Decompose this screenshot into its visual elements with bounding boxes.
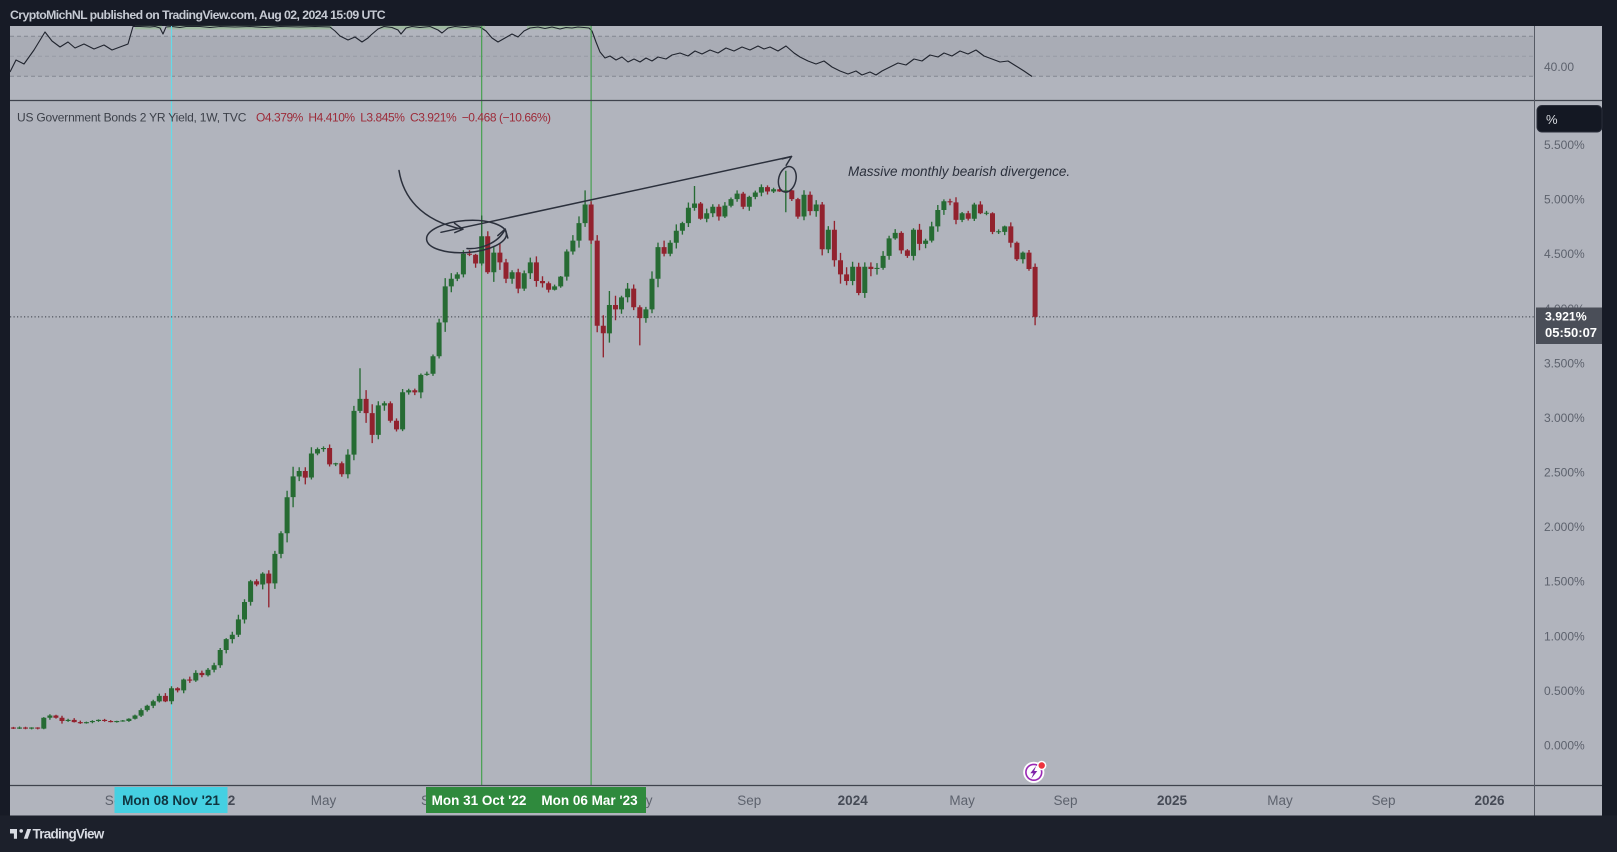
svg-text:0.000%: 0.000% [1544,739,1585,753]
svg-text:2024: 2024 [838,793,869,808]
svg-text:4.500%: 4.500% [1544,247,1585,261]
svg-text:0.500%: 0.500% [1544,684,1585,698]
svg-text:US Government Bonds 2 YR Yield: US Government Bonds 2 YR Yield, 1W, TVC [17,111,247,125]
svg-text:Sep: Sep [737,793,761,808]
svg-text:1.500%: 1.500% [1544,575,1585,589]
svg-text:%: % [1546,112,1558,127]
svg-text:May: May [311,793,337,808]
svg-text:Sep: Sep [1371,793,1395,808]
svg-text:May: May [949,793,975,808]
svg-text:Massive monthly bearish diverg: Massive monthly bearish divergence. [848,164,1070,179]
svg-text:Mon 08 Nov '21: Mon 08 Nov '21 [122,793,220,808]
svg-text:3.500%: 3.500% [1544,356,1585,370]
svg-text:2.500%: 2.500% [1544,466,1585,480]
svg-text:1.000%: 1.000% [1544,629,1585,643]
svg-text:5.000%: 5.000% [1544,193,1585,207]
svg-text:Sep: Sep [1053,793,1077,808]
svg-text:2026: 2026 [1474,793,1505,808]
svg-text:O4.379% H4.410% L3.845% C3.921: O4.379% H4.410% L3.845% C3.921% −0.468 (… [256,111,551,125]
svg-text:05:50:07: 05:50:07 [1545,325,1597,340]
svg-text:CryptoMichNL published on Trad: CryptoMichNL published on TradingView.co… [10,8,386,22]
svg-text:TradingView: TradingView [33,827,105,842]
svg-text:3.921%: 3.921% [1545,310,1587,324]
svg-text:Mon 31 Oct '22: Mon 31 Oct '22 [432,793,527,808]
svg-text:2025: 2025 [1157,793,1188,808]
svg-text:2.000%: 2.000% [1544,520,1585,534]
svg-text:40.00: 40.00 [1544,60,1574,74]
svg-text:3.000%: 3.000% [1544,411,1585,425]
svg-text:Mon 06 Mar '23: Mon 06 Mar '23 [541,793,638,808]
svg-text:May: May [1267,793,1293,808]
svg-text:5.500%: 5.500% [1544,138,1585,152]
